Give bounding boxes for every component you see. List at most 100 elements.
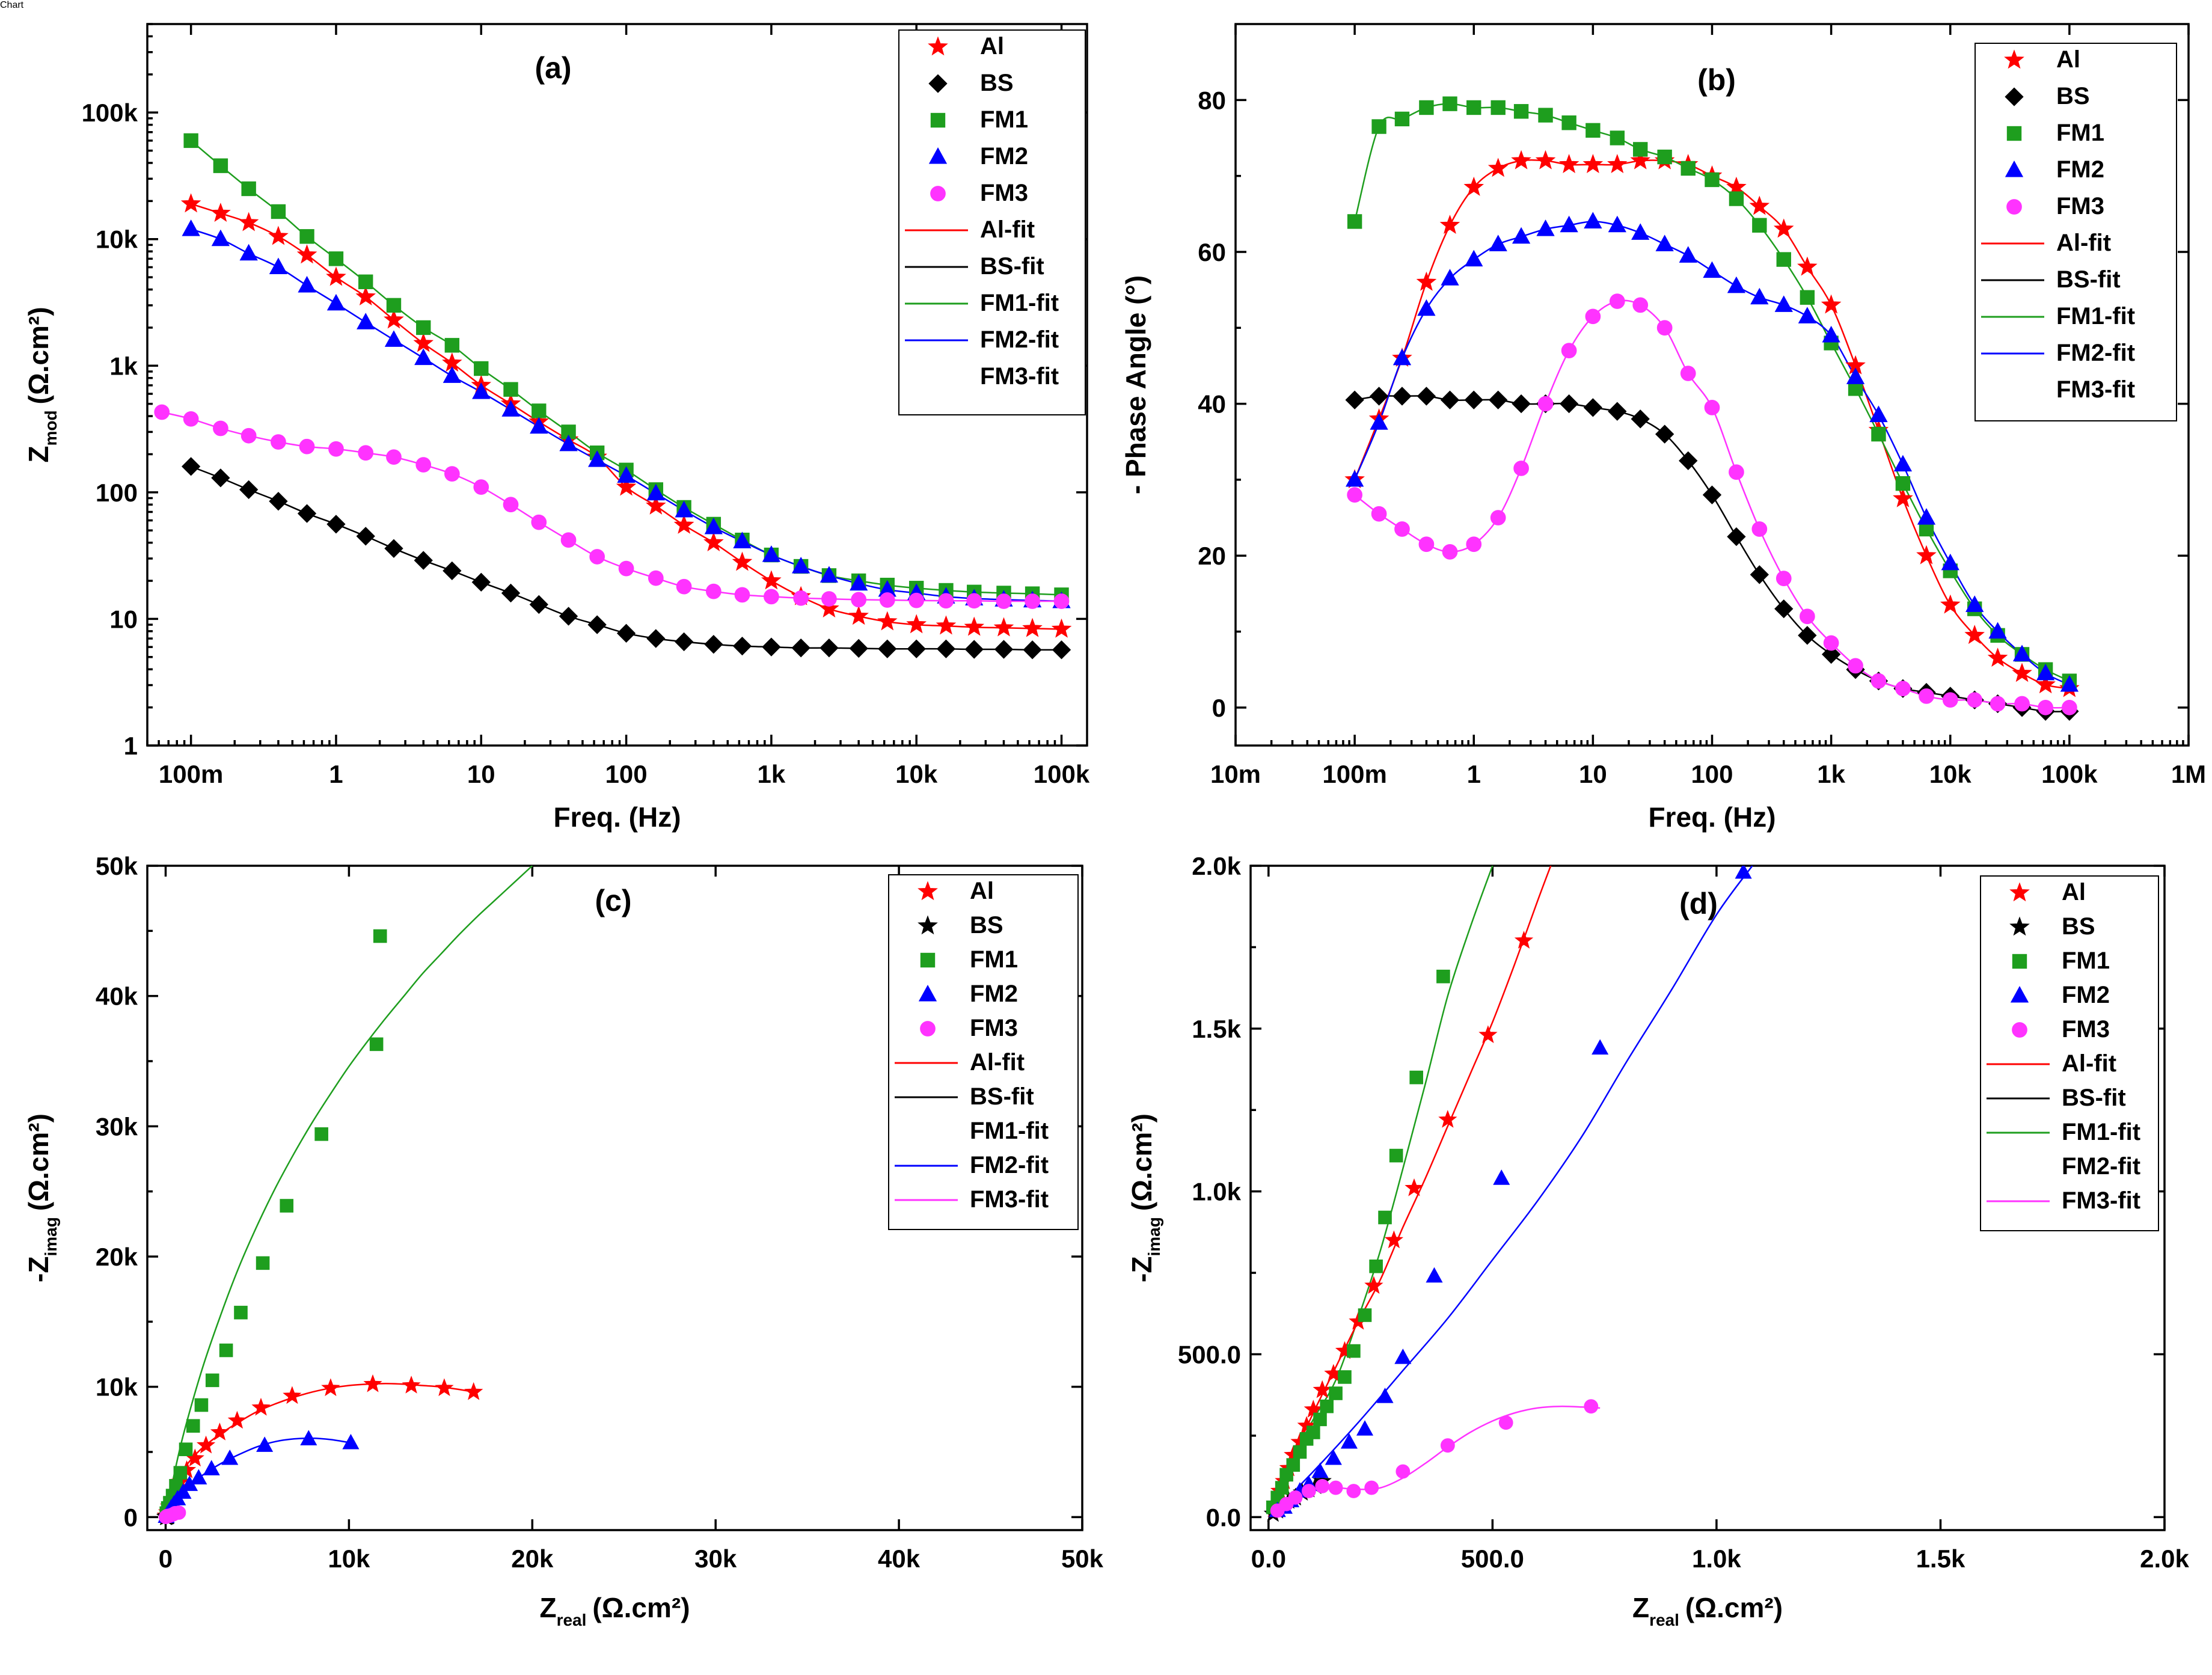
data-point-bs <box>674 632 694 652</box>
data-point-bs <box>1631 409 1650 429</box>
data-point-fm1 <box>369 1037 384 1052</box>
data-point-fm3 <box>1396 1464 1411 1479</box>
data-point-fm2 <box>1727 276 1746 293</box>
x-tick-label: 10 <box>1579 760 1607 788</box>
data-point-al <box>2035 674 2056 694</box>
data-point-al <box>210 203 231 222</box>
data-point-al <box>251 1397 271 1416</box>
data-point-fm1 <box>474 361 489 376</box>
y-tick-label: 1.0k <box>1192 1178 1241 1206</box>
data-point-fm1 <box>1358 1308 1372 1322</box>
data-point-fm3 <box>1967 692 1983 708</box>
data-point-fm3 <box>1498 1415 1513 1430</box>
legend: Al BS FM1 FM2 FM3 Al-fit BS-fit FM1-fit FM2-fit F… <box>1975 43 2177 421</box>
data-point-fm3 <box>589 549 605 565</box>
data-point-fm3 <box>1394 521 1410 537</box>
fit-line-fm2 <box>1353 221 2070 686</box>
data-point-fm1 <box>1610 130 1625 145</box>
data-point-fm3 <box>764 589 779 605</box>
legend-marker-bs <box>2009 916 2030 936</box>
data-point-fm2 <box>1608 215 1626 233</box>
data-point-fm2 <box>1965 595 1984 612</box>
data-point-fm2 <box>1493 1169 1510 1185</box>
data-point-fm1 <box>1419 100 1434 115</box>
legend-marker-al <box>918 881 938 901</box>
data-point-fm2 <box>1370 413 1388 430</box>
data-point-al <box>435 1378 454 1397</box>
fit-line-al <box>1353 159 2070 690</box>
data-point-fm3 <box>2038 699 2053 715</box>
data-point-bs <box>1679 451 1698 470</box>
x-tick-label: 2.0k <box>2140 1545 2189 1573</box>
data-point-fm1 <box>1466 100 1481 115</box>
data-point-fm1 <box>205 1373 219 1388</box>
data-point-fm2 <box>1917 508 1936 525</box>
x-tick-label: 10k <box>895 760 938 788</box>
data-point-fm1 <box>386 298 402 313</box>
legend-label-al-fit: Al-fit <box>2062 1050 2116 1077</box>
panel-label: (b) <box>1697 63 1736 97</box>
y-tick-label: 60 <box>1198 238 1226 266</box>
data-point-fm2 <box>326 293 346 311</box>
legend-label-al: Al <box>970 878 994 904</box>
data-point-al <box>1364 1276 1383 1294</box>
data-point-bs <box>1655 424 1674 444</box>
data-point-fm2 <box>1325 1449 1342 1465</box>
data-point-fm1 <box>1275 1481 1289 1495</box>
data-point-fm2 <box>1631 223 1650 240</box>
data-point-fm1 <box>1705 172 1720 188</box>
legend-label-fm1: FM1 <box>2056 120 2104 146</box>
legend-label-bs: BS <box>2062 913 2095 940</box>
legend-marker-fm3 <box>2012 1022 2027 1038</box>
panel-a: 100m 1 10 100 1k 10k 100k 1 10 100 1k 10k 100k Freq. … <box>23 23 1090 833</box>
data-point-bs <box>1023 640 1042 660</box>
y-tick-label: 0 <box>1212 694 1226 722</box>
data-point-fm2 <box>239 243 258 261</box>
panel-b: 10m 100m 1 10 100 1k 10k 100k 1M 0 20 40 60 80 Freq. (… <box>1120 23 2206 833</box>
y-tick-label: 50k <box>96 852 138 880</box>
data-point-al <box>1607 153 1628 173</box>
data-point-fm2 <box>1750 287 1769 305</box>
legend-label-al: Al <box>2062 879 2086 905</box>
data-point-fm2 <box>1941 553 1959 571</box>
data-point-fm2 <box>1536 219 1555 236</box>
legend-label-fm3-fit: FM3-fit <box>2062 1187 2140 1214</box>
x-tick-label: 0.0 <box>1251 1545 1286 1573</box>
data-point-fm3 <box>358 445 374 461</box>
data-point-fm1 <box>271 204 286 219</box>
data-point-bs <box>1392 387 1412 406</box>
x-tick-label: 100 <box>605 760 648 788</box>
data-point-fm2 <box>221 1449 239 1465</box>
legend-box <box>1975 43 2177 421</box>
data-point-fm3 <box>2014 696 2030 712</box>
legend-label-fm2-fit: FM2-fit <box>2062 1153 2140 1180</box>
plot-frame <box>1249 865 2166 1531</box>
data-point-al <box>402 1376 421 1394</box>
legend-marker-fm2 <box>928 147 948 164</box>
data-point-fm3 <box>938 593 954 609</box>
data-point-fm2 <box>174 1483 192 1499</box>
legend-label-fm1-fit: FM1-fit <box>2062 1119 2140 1145</box>
data-point-fm1 <box>241 181 256 197</box>
data-point-bs <box>529 595 548 614</box>
data-point-fm1 <box>444 338 460 353</box>
data-point-fm1 <box>1490 100 1506 115</box>
data-point-fm2 <box>1703 261 1721 278</box>
data-point-bs <box>907 639 926 658</box>
x-tick-label: 10 <box>467 760 495 788</box>
data-point-fm1 <box>1329 1386 1343 1400</box>
x-axis-label: Zreal (Ω.cm²) <box>1632 1592 1783 1629</box>
plot-area <box>154 133 1072 660</box>
legend-marker-fm2 <box>918 985 937 1002</box>
data-point-bs <box>587 615 607 634</box>
data-point-al <box>210 1422 230 1441</box>
data-point-fm1 <box>503 382 518 397</box>
x-tick-label: 100m <box>1322 760 1386 788</box>
data-point-fm2 <box>1426 1267 1443 1283</box>
data-point-fm3 <box>1990 696 2006 712</box>
data-point-bs <box>762 637 781 657</box>
data-point-fm1 <box>1313 1412 1327 1427</box>
data-point-fm3 <box>1680 366 1696 381</box>
data-point-bs <box>297 504 317 523</box>
data-point-al <box>1511 150 1531 170</box>
